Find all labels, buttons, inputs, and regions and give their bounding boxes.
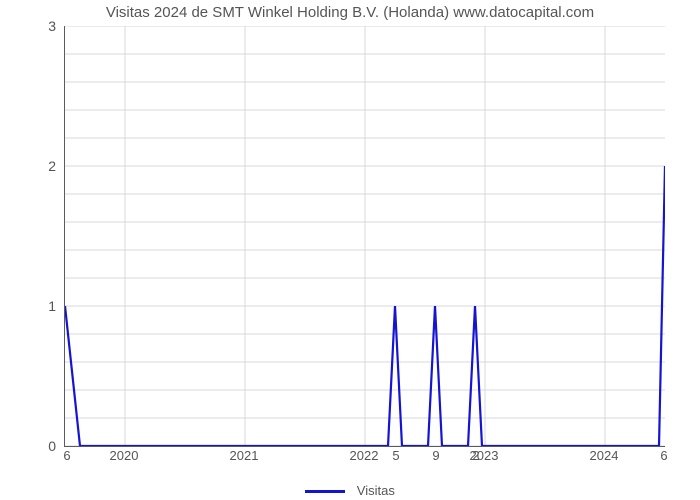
x-tick-label: 2022 [350,448,379,463]
plot-area [64,26,665,447]
legend: Visitas [0,483,700,498]
point-value-label: 6 [660,448,667,463]
point-value-label: 6 [63,448,70,463]
chart-title: Visitas 2024 de SMT Winkel Holding B.V. … [0,4,700,21]
y-tick-label: 1 [0,298,56,314]
x-tick-label: 2021 [230,448,259,463]
gridlines [65,26,665,446]
point-value-label: 5 [392,448,399,463]
y-tick-label: 2 [0,158,56,174]
y-tick-label: 0 [0,438,56,454]
x-tick-label: 2020 [110,448,139,463]
y-tick-label: 3 [0,18,56,34]
legend-label: Visitas [357,483,395,498]
point-value-label: 9 [432,448,439,463]
x-tick-label: 2024 [590,448,619,463]
point-value-label: 2 [472,448,479,463]
chart-svg [65,26,665,446]
legend-swatch [305,490,345,493]
